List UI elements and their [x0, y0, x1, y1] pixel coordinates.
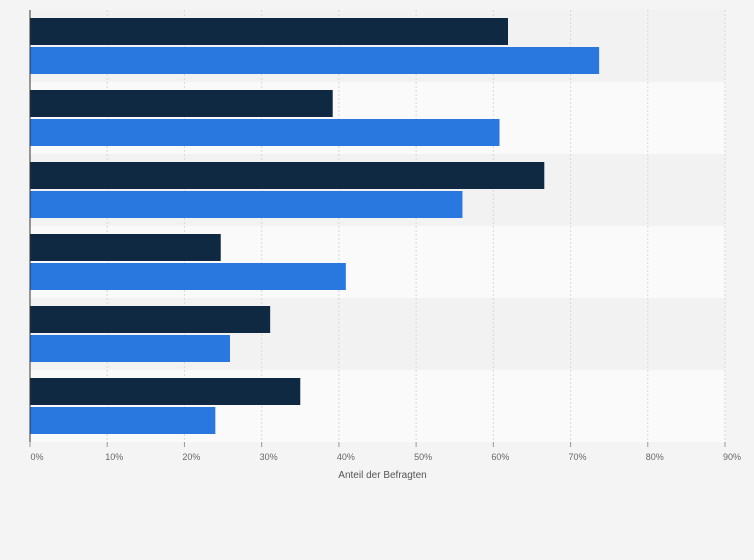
x-tick-label: 70% [569, 452, 587, 462]
bar-series-2[interactable] [30, 47, 600, 74]
x-tick-label: 80% [646, 452, 664, 462]
bar-series-2[interactable] [30, 263, 346, 290]
bar-series-2[interactable] [30, 191, 463, 218]
bar-series-1[interactable] [30, 378, 301, 405]
x-tick-label: 60% [491, 452, 509, 462]
gridlines [106, 10, 726, 442]
bar-series-1[interactable] [30, 90, 333, 117]
category-bands [30, 10, 725, 442]
bar-series-1[interactable] [30, 162, 545, 189]
bar-series-2[interactable] [30, 407, 216, 434]
x-tick-label: 20% [182, 452, 200, 462]
x-tick-label: 0% [30, 452, 43, 462]
bar-series-1[interactable] [30, 306, 271, 333]
x-tick-label: 40% [337, 452, 355, 462]
bar-series-2[interactable] [30, 335, 231, 362]
x-tick-label: 50% [414, 452, 432, 462]
bar-series-2[interactable] [30, 119, 500, 146]
bar-series-1[interactable] [30, 18, 509, 45]
x-axis-ticks: 0% 10% 20% 30% 40% 50% 60% 70% 80% 90% [29, 442, 741, 462]
x-tick-label: 90% [723, 452, 741, 462]
bars [30, 18, 600, 434]
x-tick-label: 30% [260, 452, 278, 462]
x-axis-title: Anteil der Befragten [338, 470, 426, 481]
bar-series-1[interactable] [30, 234, 221, 261]
x-tick-label: 10% [105, 452, 123, 462]
